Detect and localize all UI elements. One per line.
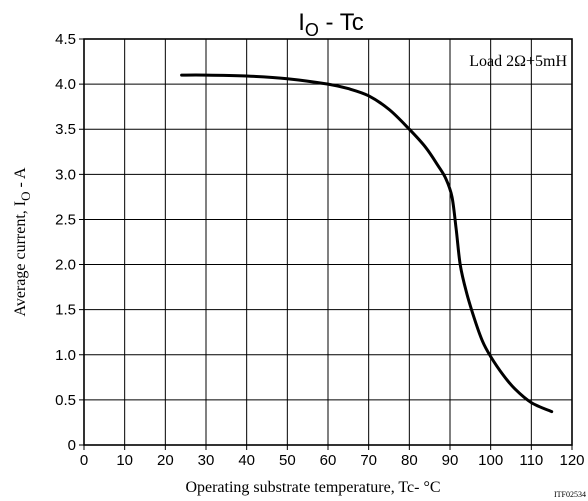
y-axis-label-sub: O: [18, 191, 33, 200]
grid: [79, 38, 573, 450]
figure-code: ITF02534: [554, 490, 586, 499]
x-tick-label: 100: [478, 452, 503, 469]
y-tick-label: 3.0: [55, 166, 76, 183]
chart-title-rest: - Tc: [319, 9, 364, 36]
x-tick-label: 70: [360, 452, 377, 469]
annotation-load: Load 2Ω+5mH: [469, 53, 567, 70]
x-tick-label: 90: [442, 452, 459, 469]
y-tick-label: 4.0: [55, 76, 76, 93]
x-tick-label: 30: [198, 452, 215, 469]
tick-labels: 0 10 20 30 40 50 60 70 80 90 100 110 120 0 0.5 1.0 1.5 2.…: [55, 31, 584, 469]
x-tick-label: 10: [116, 452, 133, 469]
x-tick-label: 120: [559, 452, 584, 469]
chart-title: IO - Tc: [298, 9, 364, 40]
x-axis-label: Operating substrate temperature, Tc- °C: [185, 479, 440, 496]
y-tick-label: 1.5: [55, 302, 76, 319]
x-tick-label: 110: [519, 452, 543, 469]
x-tick-label: 50: [279, 452, 296, 469]
y-axis-label-main: Average current, I: [12, 201, 29, 317]
y-tick-label: 0: [68, 437, 76, 454]
x-tick-label: 80: [401, 452, 418, 469]
y-tick-label: 0.5: [55, 392, 76, 409]
y-tick-label: 3.5: [55, 121, 76, 138]
y-axis-label: Average current, IO - A: [12, 167, 33, 316]
y-tick-label: 2.0: [55, 257, 76, 274]
series-line: [180, 73, 554, 414]
y-axis-label-rest: - A: [12, 167, 29, 191]
y-tick-label: 4.5: [55, 31, 76, 48]
y-tick-label: 1.0: [55, 347, 76, 364]
plot-frame: [83, 38, 573, 446]
chart-title-main: I: [298, 9, 305, 36]
y-tick-label: 2.5: [55, 211, 76, 228]
x-tick-label: 0: [80, 452, 88, 469]
x-tick-label: 60: [320, 452, 337, 469]
x-tick-label: 40: [238, 452, 255, 469]
chart-title-sub: O: [305, 20, 319, 40]
x-tick-label: 20: [157, 452, 174, 469]
